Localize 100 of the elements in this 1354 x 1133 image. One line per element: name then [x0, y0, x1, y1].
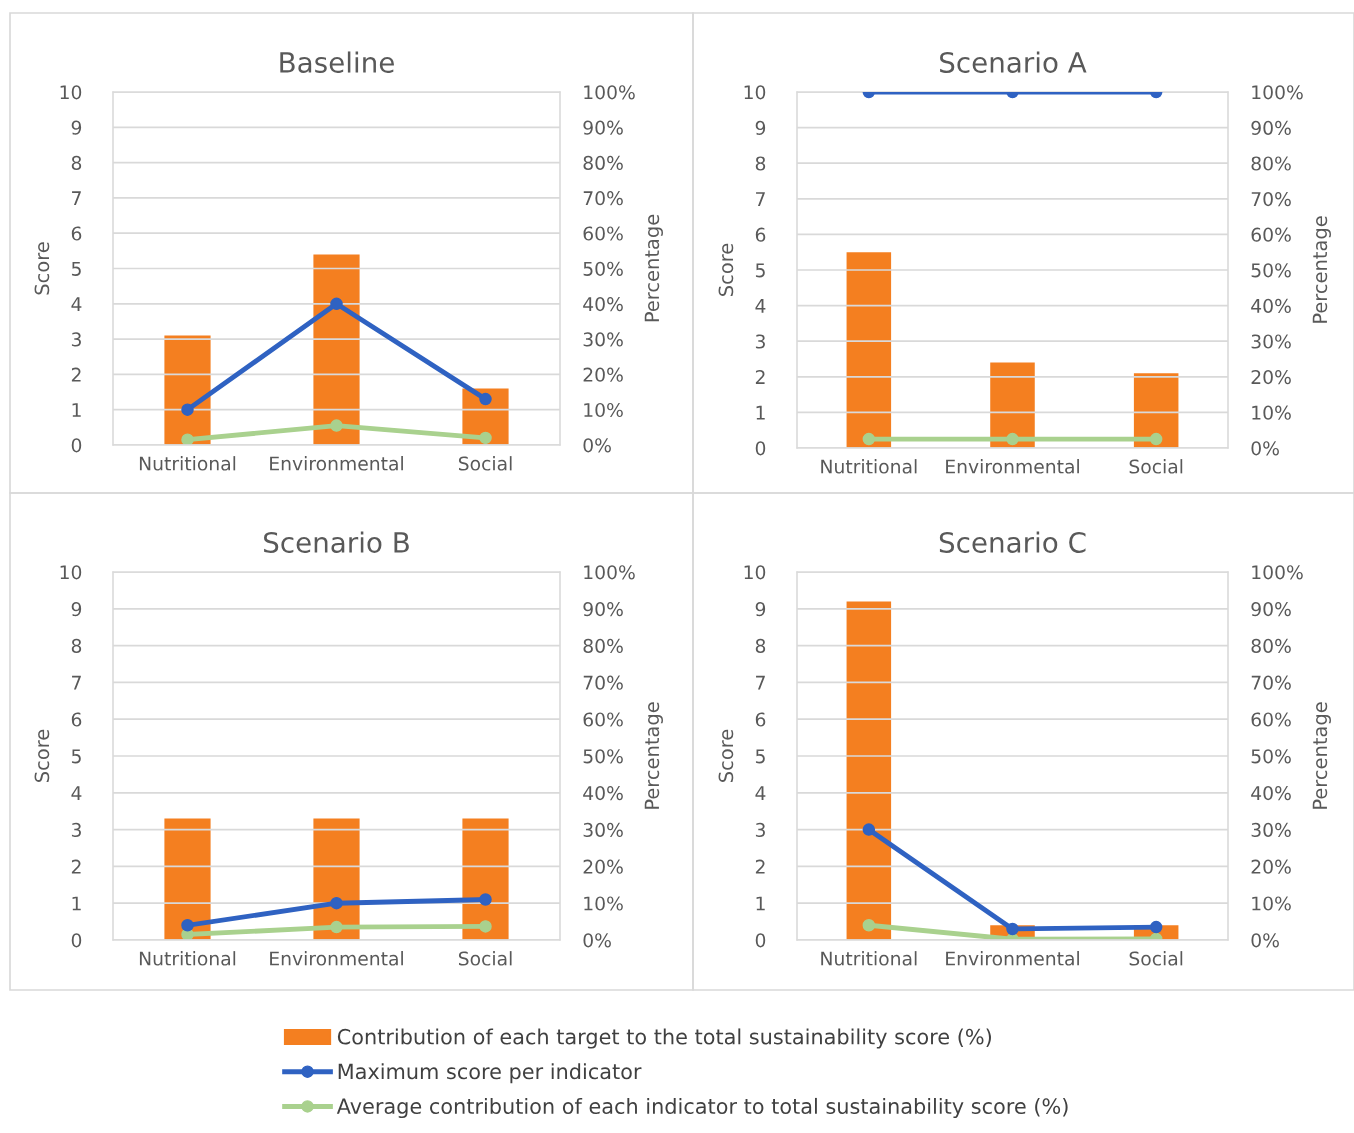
y2-tick-label: 70% [1251, 192, 1291, 207]
point [330, 896, 343, 910]
y2-tick-label: 50% [1251, 263, 1291, 278]
y-tick-label: 9 [71, 120, 82, 135]
y2-tick-label: 60% [583, 712, 623, 727]
point [479, 893, 492, 906]
bar [164, 335, 211, 445]
y2-tick-label: 80% [1251, 156, 1291, 171]
bar [846, 252, 892, 448]
point [181, 919, 194, 932]
y2-tick-label: 70% [583, 675, 623, 690]
x-tick-label: Nutritional [821, 459, 917, 474]
x-tick-label: Environmental [270, 951, 403, 966]
y2-tick-label: 40% [1251, 298, 1291, 313]
y-tick-label: 9 [755, 120, 766, 135]
bar [313, 254, 360, 445]
y2-tick-label: 90% [583, 120, 623, 135]
chart-title: Scenario C [939, 531, 1086, 553]
y2-tick-label: 10% [1252, 405, 1291, 420]
y2-tick-label: 40% [1251, 786, 1291, 801]
y-tick-label: 3 [71, 332, 81, 347]
y2-tick-label: 0% [583, 438, 611, 453]
y2-axis-title: Percentage [1312, 216, 1331, 323]
y2-tick-label: 20% [583, 859, 623, 874]
y-tick-label: 4 [71, 297, 82, 311]
y-tick-label: 6 [71, 712, 82, 727]
y2-tick-label: 0% [1251, 933, 1279, 948]
y-tick-label: 7 [756, 675, 765, 690]
y-tick-label: 9 [71, 602, 82, 617]
point [1006, 922, 1019, 936]
y-tick-label: 8 [71, 638, 82, 653]
y2-tick-label: 90% [583, 602, 623, 617]
y-tick-label: 4 [755, 299, 766, 313]
y2-tick-label: 100% [1252, 85, 1303, 100]
legend-label: Contribution of each target to the total sustainability score (%) [337, 1028, 991, 1049]
y-tick-label: 4 [755, 786, 766, 800]
y2-tick-label: 80% [583, 155, 623, 170]
point [479, 392, 492, 406]
x-tick-label: Social [1129, 951, 1183, 966]
y-tick-label: 7 [756, 192, 765, 206]
y-axis-title: Score [34, 729, 50, 782]
y-tick-label: 10 [744, 85, 766, 100]
y-tick-label: 2 [755, 859, 765, 874]
y-tick-label: 10 [60, 565, 82, 580]
chart-title: Scenario B [264, 531, 409, 553]
y-tick-label: 0 [71, 933, 82, 948]
y2-tick-label: 10% [584, 402, 623, 418]
y2-axis-title: Percentage [644, 702, 663, 809]
y-tick-label: 8 [755, 638, 766, 653]
point [181, 403, 194, 416]
y2-tick-label: 10% [1252, 896, 1291, 911]
y2-tick-label: 30% [583, 332, 623, 347]
y2-tick-label: 30% [583, 822, 623, 837]
y-tick-label: 3 [755, 822, 765, 837]
x-tick-label: Social [1129, 459, 1183, 474]
x-tick-label: Environmental [946, 951, 1079, 966]
y-tick-label: 7 [72, 191, 81, 206]
y2-tick-label: 100% [1252, 565, 1303, 580]
y-axis-title: Score [718, 729, 734, 782]
y-axis-title: Score [34, 242, 50, 295]
x-tick-label: Environmental [270, 456, 403, 471]
y2-tick-label: 80% [583, 638, 623, 653]
x-tick-label: Nutritional [139, 456, 236, 471]
y2-tick-label: 30% [1251, 822, 1291, 837]
y-tick-label: 8 [71, 155, 82, 170]
y2-tick-label: 70% [1251, 675, 1291, 690]
y2-tick-label: 70% [583, 191, 623, 206]
y2-tick-label: 20% [583, 367, 623, 382]
y-tick-label: 6 [71, 226, 82, 241]
y-tick-label: 2 [755, 370, 765, 384]
y2-tick-label: 80% [1251, 638, 1291, 653]
y2-tick-label: 0% [1251, 441, 1279, 456]
y-tick-label: 5 [71, 749, 81, 764]
y-tick-label: 5 [755, 749, 765, 764]
y-tick-label: 3 [755, 334, 765, 349]
y2-tick-label: 50% [583, 261, 623, 276]
y-tick-label: 3 [71, 822, 81, 837]
y2-tick-label: 40% [583, 786, 623, 801]
x-tick-label: Nutritional [139, 951, 236, 966]
y-axis-title: Score [718, 243, 734, 296]
y-tick-label: 8 [755, 156, 766, 171]
x-tick-label: Nutritional [821, 951, 917, 966]
y-tick-label: 0 [755, 933, 766, 948]
y-tick-label: 10 [60, 85, 82, 100]
y2-tick-label: 90% [1251, 602, 1291, 617]
y-tick-label: 1 [756, 896, 765, 911]
y-tick-label: 9 [755, 602, 766, 617]
x-tick-label: Social [458, 456, 512, 471]
y-tick-label: 0 [755, 441, 766, 456]
legend-label: Average contribution of each indicator to total sustainability score (%) [336, 1097, 1068, 1119]
y-tick-label: 7 [72, 675, 81, 690]
legend-label: Maximum score per indicator [338, 1063, 642, 1084]
x-tick-label: Social [458, 951, 512, 966]
bar [990, 362, 1035, 448]
y2-tick-label: 40% [583, 297, 623, 312]
y2-axis-title: Percentage [644, 214, 663, 322]
y2-tick-label: 60% [1251, 227, 1291, 242]
y-tick-label: 5 [71, 261, 81, 276]
chart-title: Baseline [280, 51, 394, 73]
y2-tick-label: 0% [583, 933, 611, 948]
